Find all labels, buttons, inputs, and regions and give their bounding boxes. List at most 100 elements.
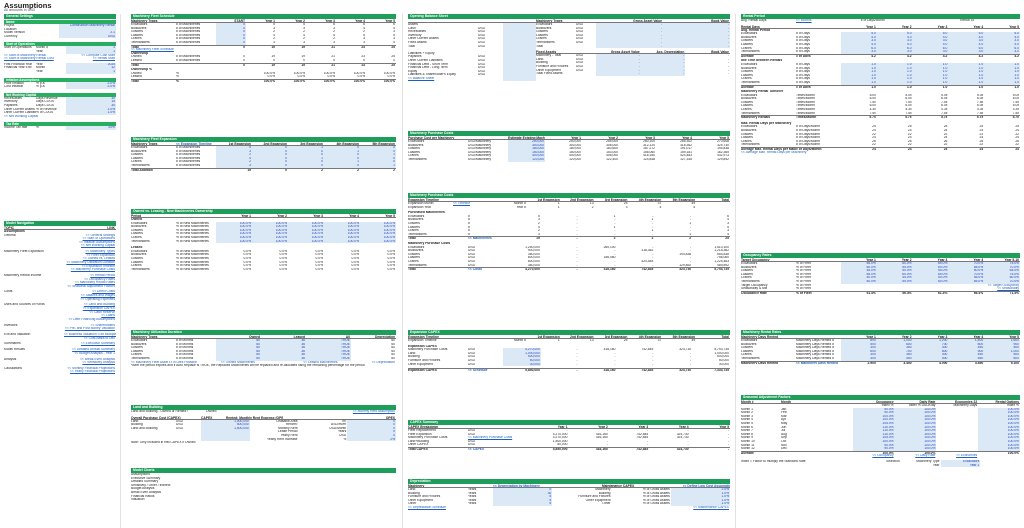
input-cell[interactable]: 100.0% — [288, 232, 324, 236]
input-cell[interactable]: 100.0% — [978, 425, 1020, 430]
input-cell[interactable]: 1,000 — [984, 349, 1020, 354]
input-cell[interactable]: 2.1 — [59, 31, 116, 35]
input-cell[interactable]: 50.0% — [841, 279, 877, 284]
nav-link[interactable]: << Schedule — [468, 369, 488, 372]
nav-link[interactable]: << Executive Summary — [80, 342, 115, 346]
input-cell[interactable]: 0 — [216, 37, 246, 41]
input-cell[interactable]: 1.0 — [984, 77, 1020, 81]
nav-link[interactable]: << Machinery Fleet Asset Lr in Lifes Pos… — [131, 360, 197, 364]
input-cell[interactable]: 400 — [841, 356, 877, 361]
nav-link[interactable]: << Shareholders — [90, 323, 115, 327]
input-cell[interactable]: 600 — [984, 356, 1020, 361]
input-cell[interactable]: 1.0 — [841, 62, 877, 67]
input-cell[interactable]: 36 — [261, 342, 306, 347]
input-cell[interactable]: 2025 — [66, 62, 116, 67]
input-cell[interactable]: 100.0% — [894, 421, 937, 426]
input-cell[interactable]: 100.0% — [252, 221, 288, 226]
input-cell[interactable]: 3.0 — [984, 39, 1020, 43]
input-cell[interactable]: 1.0% — [670, 498, 730, 503]
nav-link[interactable]: << Start of Machinery Rental — [4, 53, 46, 57]
input-cell[interactable]: 60.0% — [912, 265, 949, 270]
input-cell[interactable]: 1,000 — [876, 339, 913, 343]
input-cell[interactable]: - — [640, 64, 686, 69]
column-header[interactable]: << Define Low Cost Assumptions — [682, 484, 730, 487]
input-cell[interactable]: 1.0 — [912, 80, 949, 85]
nav-link[interactable]: << Salaries and Wages — [80, 294, 115, 298]
input-cell[interactable] — [503, 62, 536, 67]
input-cell[interactable]: 3.0 — [912, 50, 949, 54]
input-cell[interactable]: 1.0 — [948, 77, 985, 81]
input-cell[interactable]: 100.0% — [288, 235, 324, 240]
input-cell[interactable]: 70.0% — [948, 262, 985, 266]
input-cell[interactable]: TRUE — [306, 349, 351, 354]
input-cell[interactable]: 0 — [252, 160, 288, 164]
input-cell[interactable]: 1.0 — [912, 73, 949, 78]
column-header[interactable]: << Expansion Timeline — [176, 142, 212, 145]
input-cell[interactable]: 0 — [347, 419, 396, 424]
input-cell[interactable]: 1,000,000 — [201, 419, 250, 424]
input-cell[interactable]: - — [640, 54, 686, 58]
input-cell[interactable]: 4.0 — [876, 42, 913, 47]
nav-link[interactable]: << Machineries — [468, 237, 492, 240]
input-cell[interactable]: 55.0% — [841, 272, 877, 277]
nav-link[interactable]: << Machinery Days Rented — [796, 361, 838, 365]
input-cell[interactable]: 100.0% — [852, 414, 895, 419]
input-cell[interactable]: 3.0 — [876, 50, 913, 54]
input-cell[interactable]: TRUE — [306, 339, 351, 343]
nav-link[interactable]: << Daily Rate — [915, 454, 936, 458]
nav-link[interactable]: << Maintenance CAPEX — [693, 505, 729, 509]
input-cell[interactable]: 0 — [252, 156, 288, 161]
input-cell[interactable]: 50.0% — [912, 276, 949, 280]
input-cell[interactable]: 700 — [876, 349, 913, 354]
input-cell[interactable]: 5.0 — [912, 32, 949, 36]
input-cell[interactable]: 0 — [360, 160, 396, 164]
input-cell[interactable]: 1.0 — [948, 66, 985, 71]
input-cell[interactable]: 55.0% — [841, 262, 877, 266]
input-cell[interactable]: 55.0% — [876, 265, 913, 270]
input-cell[interactable]: 300 — [841, 353, 877, 357]
input-cell[interactable]: 800 — [948, 342, 985, 347]
nav-link[interactable]: << Seasonal Adjustment Factors — [67, 284, 115, 288]
input-cell[interactable]: 5.0 — [984, 32, 1020, 36]
input-cell[interactable] — [503, 23, 536, 27]
input-cell[interactable]: 5.0 — [841, 32, 877, 36]
input-cell[interactable]: 0 — [288, 160, 324, 164]
input-cell[interactable]: 600 — [841, 349, 877, 354]
input-cell[interactable]: 1 — [66, 69, 116, 74]
input-cell[interactable]: 100.0% — [360, 239, 396, 244]
nav-link[interactable]: << Budget Analysis - Year 1 — [74, 351, 115, 355]
input-cell[interactable]: 60 — [216, 349, 261, 354]
input-cell[interactable]: 60 — [216, 346, 261, 350]
nav-link[interactable]: << Pre- and Post Money Valuation — [64, 327, 115, 331]
input-cell[interactable]: - — [596, 37, 663, 41]
input-cell[interactable]: 4.0 — [841, 35, 877, 40]
input-cell[interactable]: 1 — [360, 163, 396, 168]
input-cell[interactable]: 550 — [948, 356, 985, 361]
input-cell[interactable]: 2 — [216, 153, 252, 157]
input-cell[interactable]: 100.0% — [978, 411, 1020, 415]
input-cell[interactable]: 100.0% — [324, 228, 360, 233]
input-cell[interactable]: 100.0% — [216, 221, 252, 226]
input-cell[interactable]: 1.0 — [948, 70, 985, 74]
input-cell[interactable]: 70.0% — [948, 272, 985, 277]
input-cell[interactable]: 0 — [252, 153, 288, 157]
input-cell[interactable]: 100.0% — [324, 235, 360, 240]
input-cell[interactable]: 50,000 — [503, 358, 541, 363]
input-cell[interactable]: 500 — [912, 356, 949, 361]
nav-link[interactable]: << General Settings — [85, 233, 115, 237]
nav-link[interactable]: << Start of Operations — [82, 237, 115, 241]
input-cell[interactable]: 60.0% — [876, 272, 913, 277]
input-cell[interactable]: 5.0 — [876, 32, 913, 36]
input-cell[interactable]: 0 — [347, 433, 396, 438]
input-cell[interactable]: 60 — [216, 339, 261, 343]
input-cell[interactable]: 180,000 — [508, 147, 545, 151]
input-cell[interactable]: 1.0 — [876, 62, 913, 67]
input-cell[interactable]: 100.0% — [360, 221, 396, 226]
input-cell[interactable]: 1 — [360, 153, 396, 157]
input-cell[interactable]: 0 — [324, 153, 360, 157]
input-cell[interactable]: 100.0% — [360, 232, 396, 236]
input-cell[interactable]: USD — [59, 34, 116, 39]
input-cell[interactable]: 100.0% — [894, 432, 937, 437]
input-cell[interactable]: 500 — [984, 346, 1020, 350]
input-cell[interactable]: - — [663, 33, 730, 38]
